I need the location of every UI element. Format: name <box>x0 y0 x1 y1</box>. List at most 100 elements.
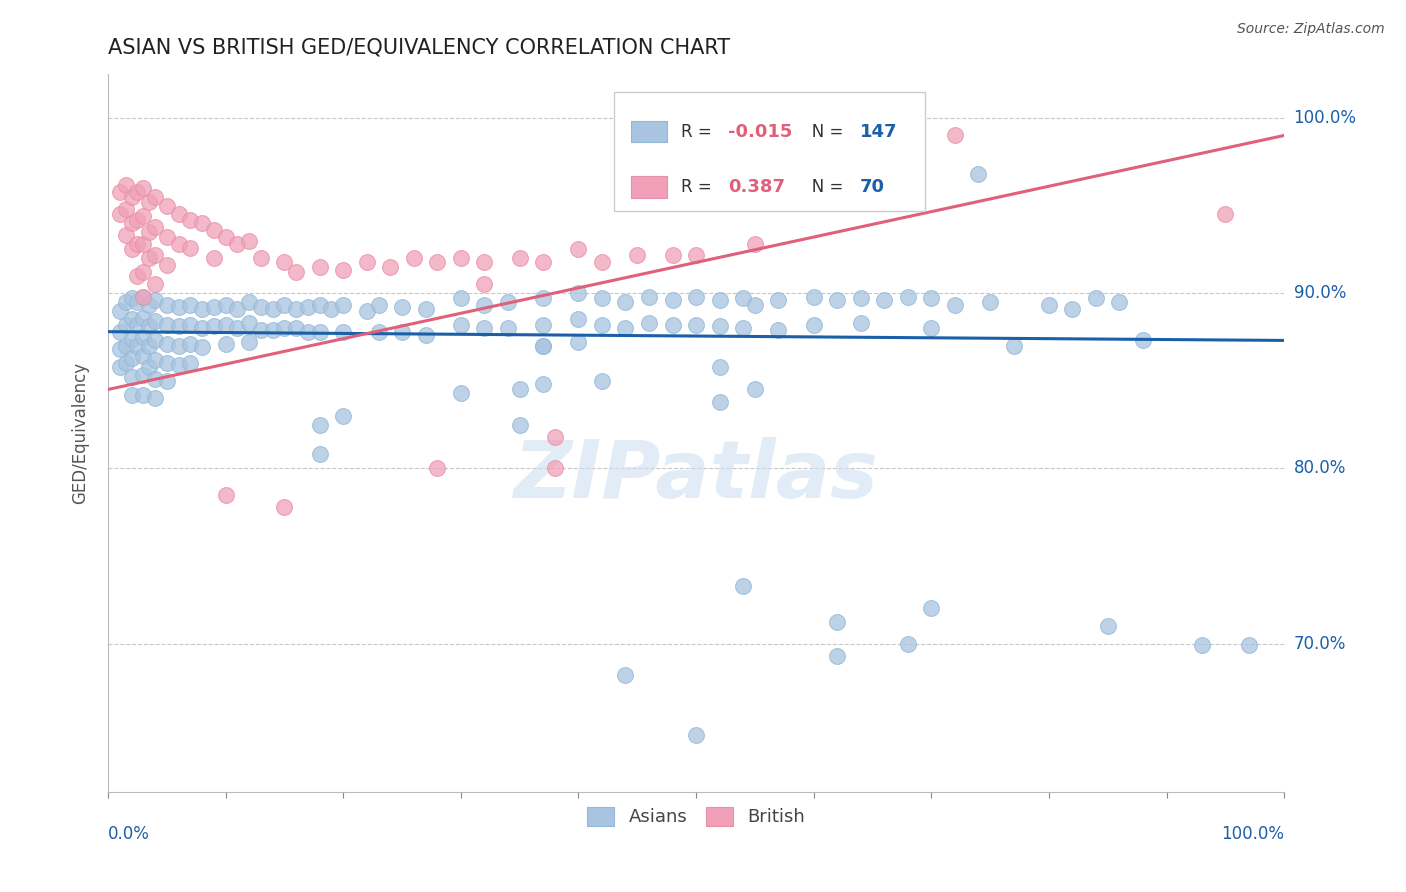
Point <box>614 321 637 335</box>
Point <box>143 247 166 261</box>
FancyBboxPatch shape <box>614 92 925 211</box>
Point <box>121 351 143 365</box>
Point <box>127 318 149 332</box>
Point <box>132 349 155 363</box>
Point <box>308 260 330 274</box>
Point <box>132 265 155 279</box>
Point <box>202 300 225 314</box>
Point <box>768 293 790 307</box>
Point <box>685 247 707 261</box>
Point <box>285 321 308 335</box>
Point <box>191 301 214 316</box>
Point <box>733 321 755 335</box>
Point <box>108 185 131 199</box>
Point <box>214 298 236 312</box>
Point <box>114 294 136 309</box>
Point <box>138 298 160 312</box>
Point <box>744 383 766 397</box>
Point <box>472 277 495 292</box>
Point <box>262 301 284 316</box>
Point <box>132 237 155 252</box>
Point <box>1097 619 1119 633</box>
Point <box>825 615 848 630</box>
Point <box>156 318 179 332</box>
Bar <box>631 120 666 143</box>
Point <box>285 265 308 279</box>
Point <box>143 352 166 367</box>
Point <box>803 290 825 304</box>
Point <box>191 321 214 335</box>
Text: 100.0%: 100.0% <box>1294 109 1357 127</box>
Point <box>114 228 136 243</box>
Point <box>114 202 136 216</box>
Text: 90.0%: 90.0% <box>1294 285 1346 302</box>
Point <box>226 301 249 316</box>
Point <box>214 337 236 351</box>
Point <box>108 342 131 356</box>
Point <box>943 298 966 312</box>
Text: ZIPatlas: ZIPatlas <box>513 437 879 516</box>
Bar <box>631 176 666 198</box>
Text: R =: R = <box>681 122 717 141</box>
Point <box>273 298 295 312</box>
Point <box>531 339 554 353</box>
Point <box>238 335 260 350</box>
Point <box>450 292 472 306</box>
Point <box>496 294 519 309</box>
Point <box>127 294 149 309</box>
Point <box>1108 294 1130 309</box>
Point <box>179 298 201 312</box>
Point <box>127 185 149 199</box>
Point <box>250 323 273 337</box>
Point <box>138 225 160 239</box>
Point <box>191 340 214 354</box>
Point <box>709 359 731 374</box>
Point <box>1062 301 1084 316</box>
Point <box>567 335 589 350</box>
Point <box>450 251 472 265</box>
Point <box>531 292 554 306</box>
Point <box>143 314 166 328</box>
Point <box>567 286 589 301</box>
Text: 80.0%: 80.0% <box>1294 459 1346 477</box>
Point <box>920 292 942 306</box>
Point <box>214 230 236 244</box>
Point <box>768 323 790 337</box>
Point <box>156 356 179 370</box>
Point <box>308 417 330 432</box>
Point <box>567 312 589 326</box>
Point <box>685 318 707 332</box>
Point <box>825 293 848 307</box>
Point <box>1132 334 1154 348</box>
Point <box>121 243 143 257</box>
Point <box>709 293 731 307</box>
Point <box>132 290 155 304</box>
Point <box>943 128 966 143</box>
Point <box>238 294 260 309</box>
Y-axis label: GED/Equivalency: GED/Equivalency <box>72 362 89 504</box>
Point <box>108 303 131 318</box>
Point <box>415 301 437 316</box>
Point <box>450 318 472 332</box>
Point <box>356 303 378 318</box>
Point <box>450 386 472 401</box>
Point <box>250 300 273 314</box>
Point <box>273 500 295 514</box>
Point <box>132 290 155 304</box>
Point <box>114 318 136 332</box>
Point <box>591 292 613 306</box>
Point <box>661 247 683 261</box>
Point <box>920 321 942 335</box>
Point <box>332 409 354 423</box>
Point <box>114 356 136 370</box>
Point <box>108 359 131 374</box>
Point <box>709 319 731 334</box>
Point <box>873 293 896 307</box>
Point <box>226 237 249 252</box>
Point <box>531 339 554 353</box>
Text: Source: ZipAtlas.com: Source: ZipAtlas.com <box>1237 22 1385 37</box>
Point <box>332 263 354 277</box>
Point <box>202 251 225 265</box>
Point <box>121 292 143 306</box>
Point <box>132 368 155 383</box>
